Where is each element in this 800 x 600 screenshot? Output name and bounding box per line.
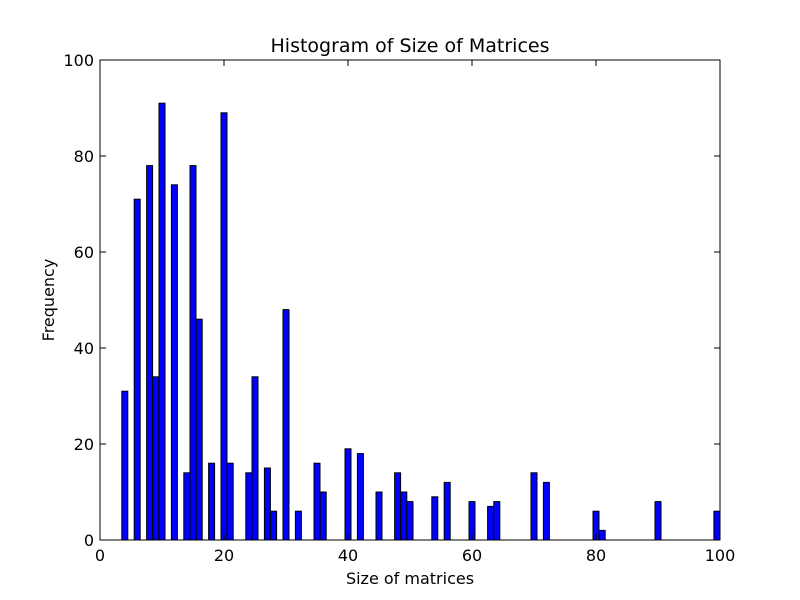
histogram-bar-32 [542,481,550,541]
x-tick-label-1: 20 [214,546,234,565]
histogram-bar-22 [375,491,383,541]
histogram-bar-19 [319,491,327,541]
histogram-bar-8 [195,318,203,541]
y-tick-label-5: 100 [63,51,94,70]
histogram-bar-15 [270,510,278,541]
y-tick-label-0: 0 [84,531,94,550]
histogram-bar-26 [431,496,439,541]
x-tick-label-0: 0 [95,546,105,565]
histogram-bar-3 [152,376,160,541]
histogram-bar-31 [530,472,538,541]
histogram-bar-18 [313,462,321,541]
histogram-bar-34 [598,529,606,541]
histogram-bar-12 [245,472,253,541]
ticks-group: 0 20 40 60 80 100 0 20 40 60 80 100 [63,51,735,565]
histogram-bar-20 [344,448,352,541]
histogram-bar-4 [158,102,166,541]
histogram-bar-0 [121,390,129,541]
x-tick-label-4: 80 [586,546,606,565]
histogram-bar-14 [263,467,271,541]
y-tick-label-4: 80 [74,147,94,166]
histogram-bar-13 [251,376,259,541]
histogram-bar-6 [183,472,191,541]
y-tick-label-2: 40 [74,339,94,358]
histogram-bar-9 [208,462,216,541]
histogram-bar-1 [133,198,141,541]
histogram-bar-29 [487,505,495,541]
histogram-bar-35 [654,501,662,541]
histogram-bar-2 [146,165,154,541]
plot-frame [99,59,721,541]
histogram-bar-5 [170,184,178,541]
histogram-bar-16 [282,309,290,541]
histogram-bar-25 [406,501,414,541]
histogram-bar-27 [443,481,451,541]
histogram-bar-11 [226,462,234,541]
histogram-bar-10 [220,112,228,541]
histogram-bar-30 [493,501,501,541]
x-tick-label-2: 40 [338,546,358,565]
histogram-bar-17 [294,510,302,541]
x-tick-label-3: 60 [462,546,482,565]
histogram-bar-24 [400,491,408,541]
y-axis-label: Frequency [39,259,58,342]
histogram-bar-36 [713,510,721,541]
x-axis-label: Size of matrices [346,569,474,588]
histogram-bar-7 [189,165,197,541]
x-tick-label-5: 100 [705,546,736,565]
y-tick-label-3: 60 [74,243,94,262]
y-tick-label-1: 20 [74,435,94,454]
histogram-bar-23 [394,472,402,541]
histogram-bar-21 [356,453,364,541]
chart-title: Histogram of Size of Matrices [271,35,550,57]
